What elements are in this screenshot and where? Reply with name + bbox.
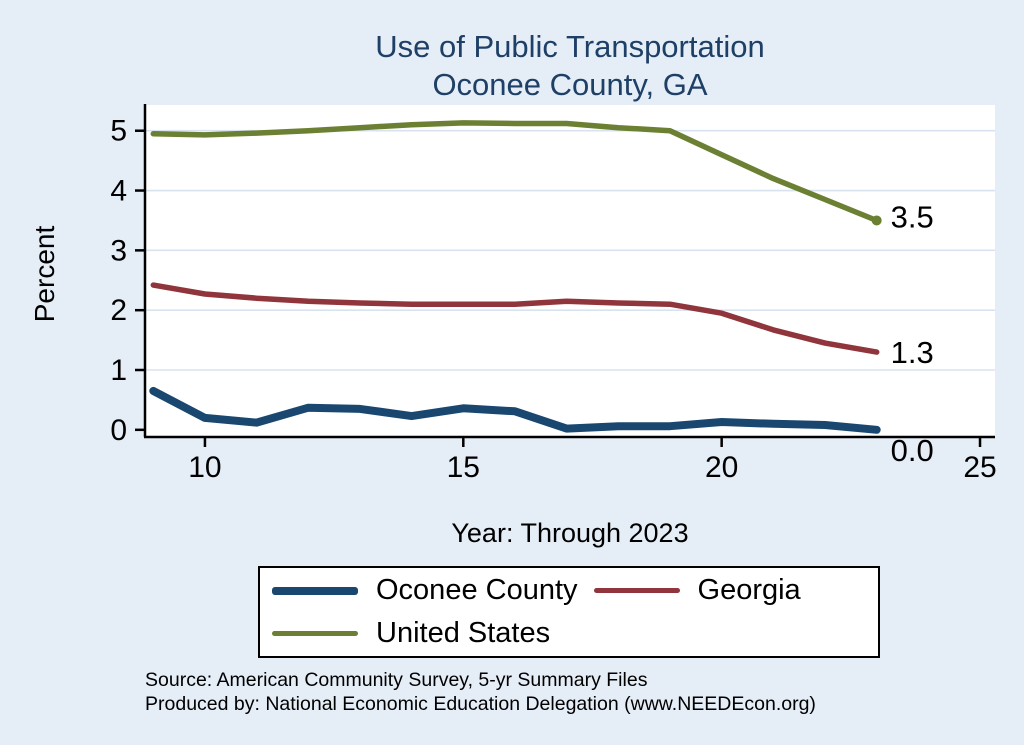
svg-text:2: 2 — [110, 294, 127, 327]
svg-text:0.0: 0.0 — [891, 433, 934, 468]
united-states-line-swatch — [272, 630, 358, 637]
georgia-line-swatch — [593, 587, 680, 594]
svg-text:3.5: 3.5 — [891, 199, 934, 234]
svg-text:1.3: 1.3 — [891, 335, 934, 370]
svg-text:20: 20 — [705, 451, 738, 484]
legend-item-georgia: Georgia — [593, 574, 866, 607]
legend-label-oconee-county: Oconee County — [376, 574, 578, 606]
svg-text:5: 5 — [110, 115, 127, 148]
source-block: Source: American Community Survey, 5-yr … — [145, 668, 816, 716]
legend: Oconee County Georgia United States — [258, 566, 880, 658]
svg-text:3: 3 — [110, 234, 127, 267]
chart-title: Use of Public Transportation Oconee Coun… — [145, 28, 995, 104]
svg-text:4: 4 — [110, 175, 127, 208]
x-axis-title: Year: Through 2023 — [451, 518, 689, 548]
svg-text:1: 1 — [110, 354, 127, 387]
svg-text:25: 25 — [963, 451, 996, 484]
legend-label-united-states: United States — [376, 617, 551, 649]
produced-by-line: Produced by: National Economic Education… — [145, 693, 816, 715]
svg-text:10: 10 — [188, 451, 221, 484]
y-axis-title: Percent — [29, 225, 60, 323]
chart-title-line2: Oconee County, GA — [432, 67, 708, 102]
svg-text:0: 0 — [110, 414, 127, 447]
legend-label-georgia: Georgia — [697, 574, 801, 606]
svg-text:15: 15 — [447, 451, 480, 484]
legend-item-oconee-county: Oconee County — [272, 574, 594, 607]
source-line: Source: American Community Survey, 5-yr … — [145, 669, 648, 691]
chart-title-line1: Use of Public Transportation — [375, 29, 765, 64]
legend-item-united-states: United States — [272, 617, 594, 650]
oconee-county-line-swatch — [272, 586, 358, 595]
